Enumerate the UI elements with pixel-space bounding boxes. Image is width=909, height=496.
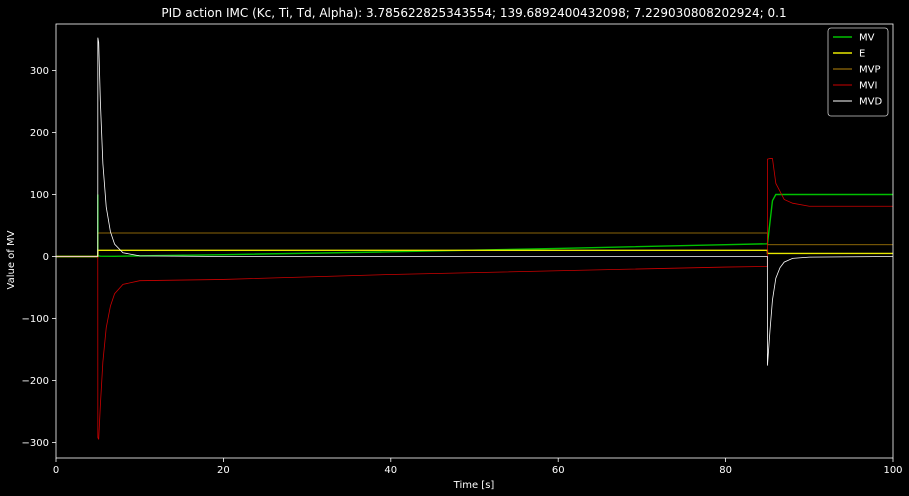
legend-label-mvi: MVI	[859, 81, 877, 92]
y-axis: −300 −200 −100 0 100 200 300	[22, 66, 56, 449]
series-line-mvd	[56, 37, 894, 366]
legend-box	[827, 27, 889, 117]
x-axis-label: Time [s]	[453, 480, 495, 491]
y-tick-label: 200	[30, 128, 49, 139]
legend: MV E MVP MVI MVD	[827, 27, 889, 117]
legend-label-mvd: MVD	[859, 97, 882, 108]
plot-area	[56, 37, 894, 440]
x-tick-label: 40	[384, 465, 397, 476]
legend-label-mv: MV	[859, 33, 875, 44]
axes-frame	[55, 23, 894, 459]
legend-label-e: E	[859, 49, 865, 60]
x-tick-label: 80	[719, 465, 732, 476]
series-line-mvi	[56, 158, 893, 440]
x-tick-label: 20	[217, 465, 230, 476]
y-tick-label: 100	[30, 190, 49, 201]
y-tick-label: 0	[43, 252, 49, 263]
y-tick-label: −200	[22, 376, 49, 387]
y-tick-label: −300	[22, 438, 49, 449]
y-axis-label: Value of MV	[6, 230, 17, 289]
legend-label-mvp: MVP	[859, 65, 881, 76]
chart-title: PID action IMC (Kc, Ti, Td, Alpha): 3.78…	[161, 6, 786, 20]
y-tick-label: 300	[30, 66, 49, 77]
x-axis: 0 20 40 60 80 100	[53, 458, 903, 476]
y-tick-label: −100	[22, 314, 49, 325]
x-tick-label: 60	[552, 465, 565, 476]
x-tick-label: 0	[53, 465, 59, 476]
x-tick-label: 100	[883, 465, 902, 476]
